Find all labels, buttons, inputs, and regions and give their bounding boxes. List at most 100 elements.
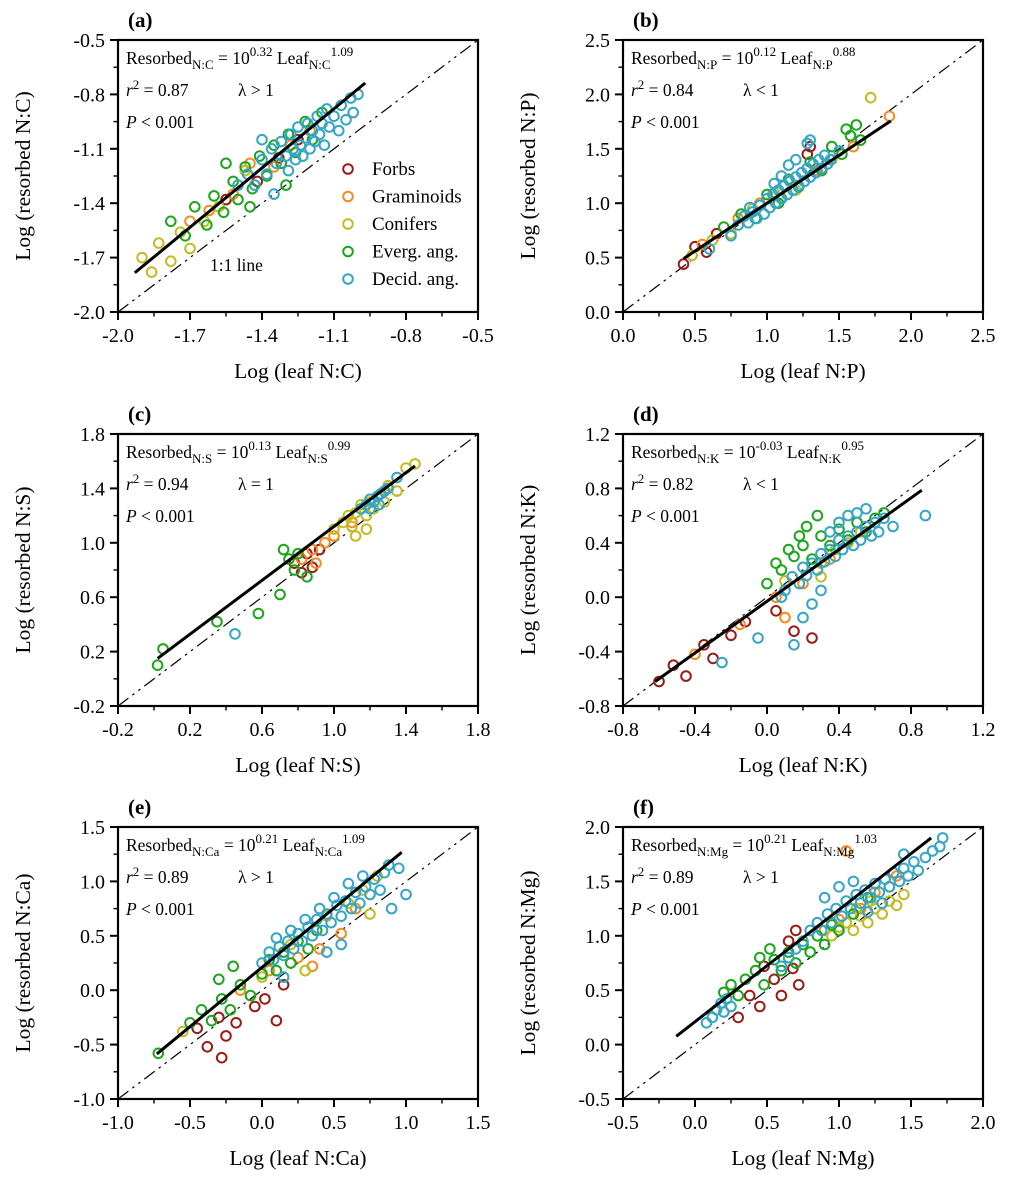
y-tick-label: 0.0 bbox=[585, 302, 610, 324]
data-point bbox=[787, 638, 800, 651]
data-point bbox=[313, 943, 326, 956]
data-point bbox=[277, 543, 290, 556]
x-tick-label: 0.5 bbox=[322, 1112, 347, 1134]
data-point bbox=[256, 133, 268, 146]
x-tick-label: -0.8 bbox=[607, 719, 639, 741]
x-tick-label: 1.0 bbox=[394, 1112, 419, 1134]
series-forbs bbox=[191, 979, 290, 1064]
data-point bbox=[844, 129, 856, 142]
data-point bbox=[267, 954, 280, 966]
y-tick-label: 1.8 bbox=[80, 424, 105, 446]
x-tick-label: 1.8 bbox=[466, 719, 491, 741]
r-squared-annotation: r2 = 0.84 bbox=[631, 77, 694, 100]
p-value-annotation: P < 0.001 bbox=[630, 112, 700, 132]
x-tick-label: -0.2 bbox=[102, 719, 134, 741]
equation-part-rhs_sub: N:Ca bbox=[315, 844, 343, 859]
r-symbol: r bbox=[126, 80, 133, 100]
data-point bbox=[335, 939, 347, 951]
data-point bbox=[346, 520, 358, 532]
y-tick-label: -0.8 bbox=[578, 696, 610, 718]
data-point bbox=[841, 529, 854, 542]
data-point bbox=[850, 506, 863, 519]
equation-part-rhs_sub: N:S bbox=[308, 451, 328, 466]
data-point bbox=[232, 193, 244, 206]
data-point bbox=[861, 917, 874, 929]
data-point bbox=[886, 520, 899, 532]
data-point bbox=[282, 164, 295, 177]
data-point bbox=[823, 539, 836, 551]
data-point bbox=[373, 498, 385, 511]
data-point bbox=[313, 128, 326, 141]
data-point bbox=[227, 960, 240, 973]
data-point bbox=[301, 570, 313, 583]
data-point bbox=[195, 1004, 208, 1016]
x-tick-label: -0.5 bbox=[462, 325, 494, 347]
p-value-annotation: P < 0.001 bbox=[125, 506, 195, 526]
data-point bbox=[292, 133, 304, 146]
data-point bbox=[703, 243, 715, 255]
identity-line bbox=[622, 826, 983, 1100]
data-point bbox=[751, 631, 764, 644]
y-axis-label: Log (resorbed N:Ca) bbox=[11, 874, 35, 1053]
data-point bbox=[136, 251, 148, 264]
data-point bbox=[284, 924, 297, 937]
data-point bbox=[220, 1030, 232, 1043]
equation-part-exp: 0.21 bbox=[764, 831, 787, 846]
x-tick-label: 0.4 bbox=[826, 719, 851, 741]
data-point bbox=[275, 135, 287, 148]
x-tick-label: 0.0 bbox=[610, 325, 635, 347]
equation-part-rhs_exp: 1.03 bbox=[854, 831, 877, 846]
r-symbol: r bbox=[126, 867, 133, 887]
data-point bbox=[832, 881, 845, 893]
r-exponent: 2 bbox=[133, 864, 140, 879]
data-point bbox=[832, 516, 845, 528]
x-tick-label: -0.4 bbox=[679, 719, 711, 741]
data-point bbox=[249, 179, 261, 191]
equation-part-rhs_sub: N:P bbox=[812, 57, 832, 72]
x-tick-label: -0.8 bbox=[390, 325, 422, 347]
y-tick-label: 0.0 bbox=[585, 1035, 610, 1057]
series-decid bbox=[229, 471, 403, 640]
regression-line bbox=[682, 119, 892, 260]
data-point bbox=[284, 128, 297, 141]
equation-part-lhs_sub: N:Mg bbox=[697, 844, 729, 859]
data-point bbox=[268, 188, 280, 200]
equation-part-lhs_sub: N:C bbox=[192, 57, 214, 72]
data-point bbox=[864, 892, 876, 904]
y-tick-label: 0.8 bbox=[585, 478, 610, 500]
data-point bbox=[825, 930, 838, 942]
equation-part-exp: 0.13 bbox=[248, 438, 271, 453]
data-point bbox=[265, 142, 278, 155]
legend-item-label: Conifers bbox=[372, 214, 437, 235]
data-point bbox=[789, 924, 802, 937]
x-tick-label: 1.5 bbox=[466, 1112, 491, 1134]
p-value: < 0.001 bbox=[641, 506, 699, 526]
data-point bbox=[145, 266, 158, 278]
series-conifers bbox=[685, 91, 876, 262]
y-tick-label: 0.2 bbox=[80, 641, 105, 663]
data-point bbox=[818, 939, 830, 951]
data-point bbox=[208, 190, 220, 202]
data-point bbox=[789, 957, 802, 970]
data-point bbox=[364, 889, 376, 901]
data-point bbox=[292, 547, 304, 560]
scatter-plot: (e) -1.0-1.0 -0.5 -0.5 0.0 0.0 0.5 0.5 1.0 1.0 1.5… bbox=[11, 795, 491, 1170]
series-forbs bbox=[652, 604, 818, 687]
data-point bbox=[936, 832, 948, 845]
data-point bbox=[824, 153, 836, 166]
equation-part-exp: 0.21 bbox=[256, 831, 279, 846]
data-point bbox=[177, 1026, 189, 1038]
legend-marker-everg bbox=[342, 245, 354, 258]
data-point bbox=[306, 543, 319, 556]
data-point bbox=[897, 889, 910, 901]
equation-part-exp: 0.12 bbox=[753, 44, 776, 59]
data-point bbox=[274, 588, 286, 600]
panel-f: (f) -0.5 -0.5 0.0 0.0 0.5 0.5 1.0 1.0 1.5 1.5 2.0 2.… bbox=[505, 787, 1009, 1181]
panel-e: (e) -1.0 -1.0 -0.5 -0.5 0.0 0.0 0.5 0.5 1.0 1.0 1.5… bbox=[0, 787, 505, 1181]
x-tick-label: 0.0 bbox=[754, 719, 779, 741]
data-point bbox=[239, 161, 252, 173]
data-point bbox=[724, 979, 737, 991]
data-point bbox=[409, 457, 421, 470]
series-everg bbox=[151, 543, 313, 671]
data-point bbox=[328, 529, 340, 542]
